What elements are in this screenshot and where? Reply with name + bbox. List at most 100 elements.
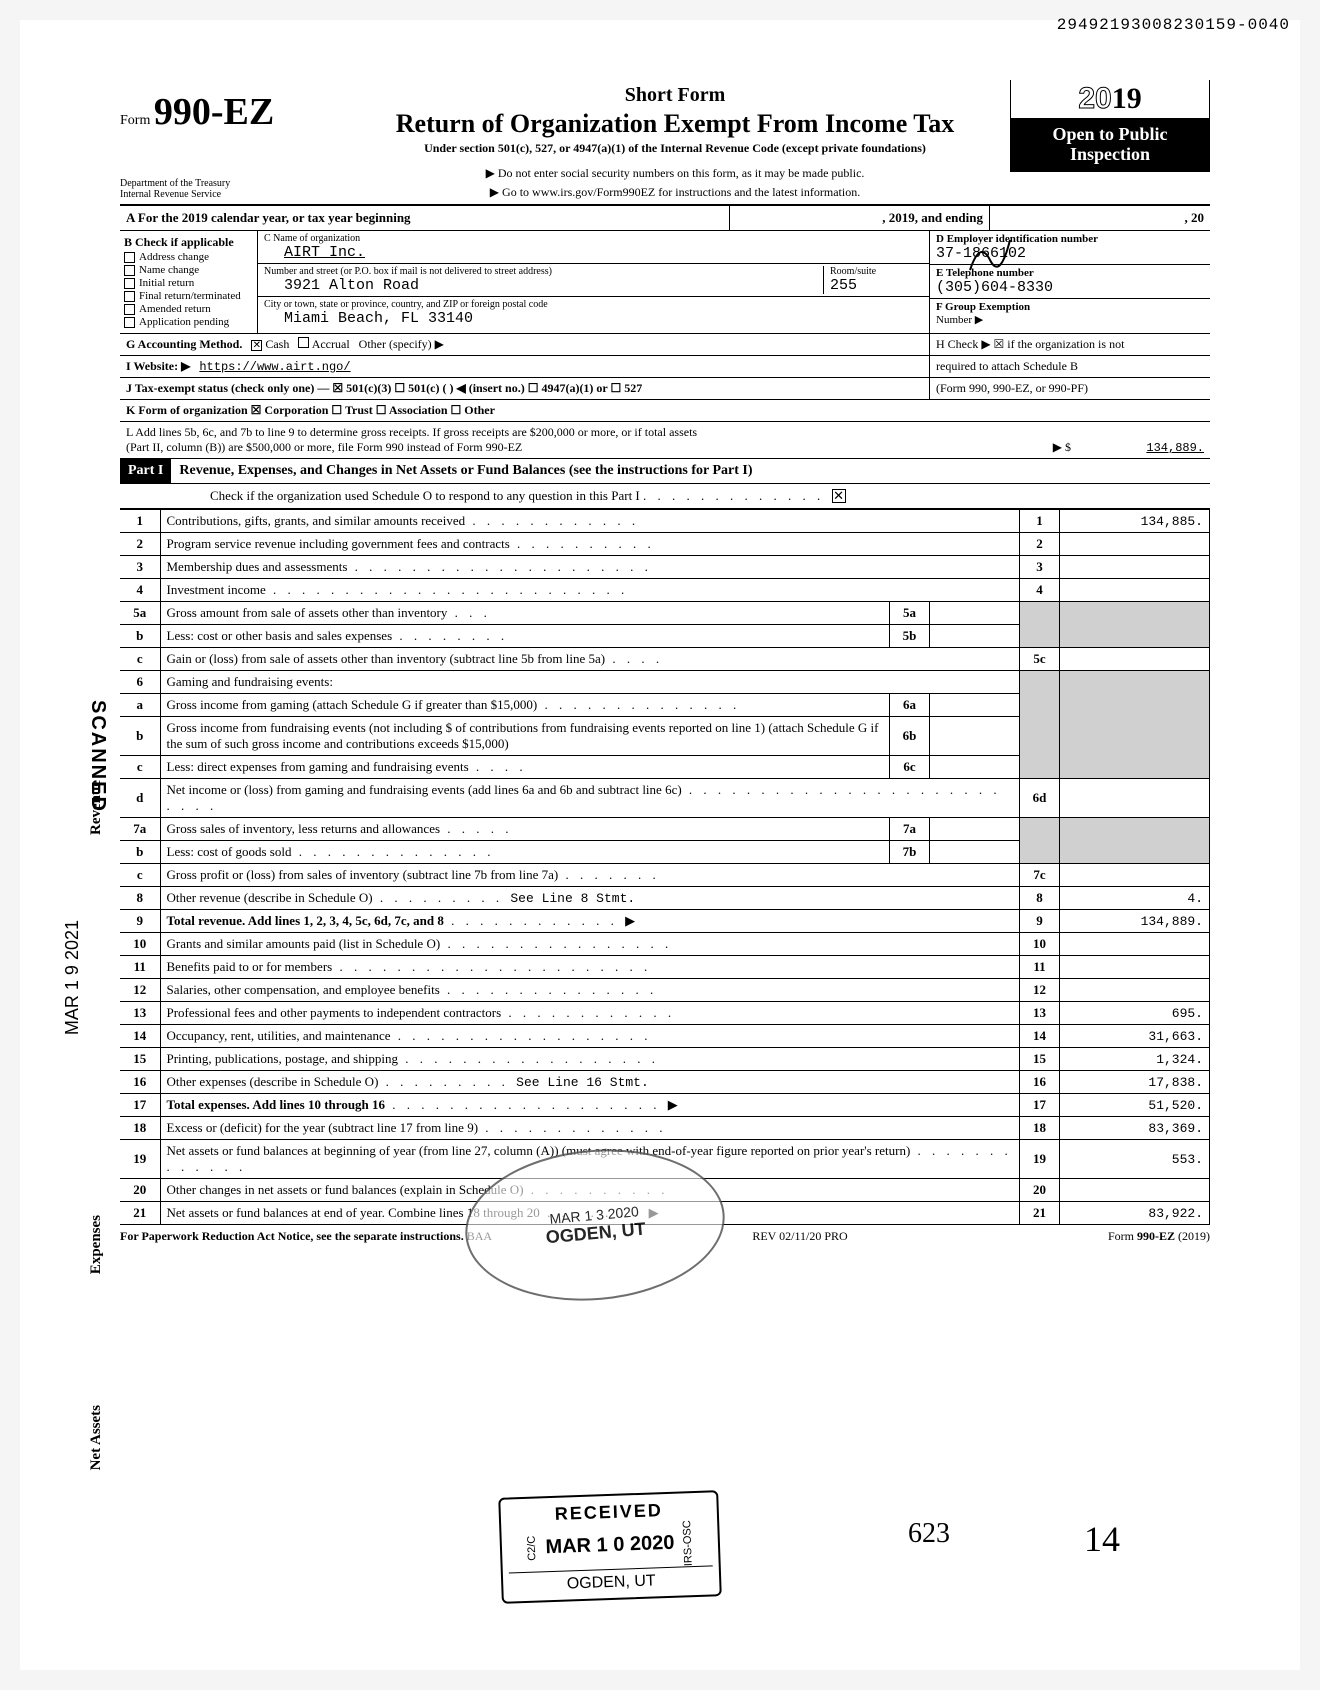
table-row: c Less: direct expenses from gaming and … — [120, 756, 1210, 779]
line-6b-sub: 6b — [890, 717, 930, 756]
line-5c-desc: Gain or (loss) from sale of assets other… — [167, 651, 606, 666]
line-6d-amt — [1060, 779, 1210, 818]
c-name-value: AIRT Inc. — [264, 244, 923, 261]
table-row: 18 Excess or (deficit) for the year (sub… — [120, 1117, 1210, 1140]
form-number: 990-EZ — [154, 91, 274, 133]
h-line3: (Form 990, 990-EZ, or 990-PF) — [936, 381, 1088, 395]
table-row: a Gross income from gaming (attach Sched… — [120, 694, 1210, 717]
cb-cash[interactable]: ✕ — [251, 340, 262, 351]
table-row: b Less: cost of goods sold . . . . . . .… — [120, 841, 1210, 864]
line-16-amt: 17,838. — [1060, 1071, 1210, 1094]
row-j: J Tax-exempt status (check only one) — ☒… — [120, 378, 1210, 400]
line-3-desc: Membership dues and assessments — [167, 559, 348, 574]
table-row: 16 Other expenses (describe in Schedule … — [120, 1071, 1210, 1094]
table-row: c Gross profit or (loss) from sales of i… — [120, 864, 1210, 887]
handwrite-14: 14 — [1084, 1518, 1120, 1560]
line-13-amt: 695. — [1060, 1002, 1210, 1025]
line-17-amt: 51,520. — [1060, 1094, 1210, 1117]
cb-address-change[interactable] — [124, 252, 135, 263]
part1-check-label: Check if the organization used Schedule … — [210, 488, 640, 503]
table-row: 17 Total expenses. Add lines 10 through … — [120, 1094, 1210, 1117]
b-item-0: Address change — [139, 251, 209, 263]
c-city-label: City or town, state or province, country… — [264, 299, 923, 310]
line-6a-sub: 6a — [890, 694, 930, 717]
h-label: H Check ▶ ☒ if the organization is not — [936, 337, 1124, 351]
line-2-desc: Program service revenue including govern… — [167, 536, 510, 551]
row-a-label: A For the 2019 calendar year, or tax yea… — [126, 210, 411, 225]
table-row: 2 Program service revenue including gove… — [120, 533, 1210, 556]
table-row: 10 Grants and similar amounts paid (list… — [120, 933, 1210, 956]
side-expenses: Expenses — [88, 1215, 105, 1274]
cb-accrual[interactable] — [298, 337, 309, 348]
col-c: C Name of organization AIRT Inc. Number … — [258, 231, 930, 333]
table-row: 6 Gaming and fundraising events: — [120, 671, 1210, 694]
i-label: I Website: ▶ — [126, 359, 190, 373]
table-row: 9 Total revenue. Add lines 1, 2, 3, 4, 5… — [120, 910, 1210, 933]
line-6d-desc: Net income or (loss) from gaming and fun… — [167, 782, 682, 797]
short-form-label: Short Form — [350, 84, 1000, 107]
line-5b-sub: 5b — [890, 625, 930, 648]
cb-final-return[interactable] — [124, 291, 135, 302]
part1-row: Part I Revenue, Expenses, and Changes in… — [120, 458, 1210, 484]
cb-name-change[interactable] — [124, 265, 135, 276]
b-header: B Check if applicable — [124, 235, 253, 250]
footer-rev: REV 02/11/20 PRO — [752, 1229, 847, 1244]
goto-url: ▶ Go to www.irs.gov/Form990EZ for instru… — [350, 185, 1000, 200]
table-row: c Gain or (loss) from sale of assets oth… — [120, 648, 1210, 671]
line-10-desc: Grants and similar amounts paid (list in… — [167, 936, 441, 951]
g-accrual: Accrual — [312, 337, 350, 351]
initials-mark — [960, 230, 1020, 280]
line-15-desc: Printing, publications, postage, and shi… — [167, 1051, 398, 1066]
line-8-amt: 4. — [1060, 887, 1210, 910]
stamp-side-left: C2/C — [525, 1536, 538, 1561]
table-row: 13 Professional fees and other payments … — [120, 1002, 1210, 1025]
line-12-desc: Salaries, other compensation, and employ… — [167, 982, 440, 997]
line-19-amt: 553. — [1060, 1140, 1210, 1179]
part1-checkbox[interactable]: ✕ — [832, 489, 846, 503]
line-16-note: See Line 16 Stmt. — [516, 1075, 649, 1090]
line-7c-desc: Gross profit or (loss) from sales of inv… — [167, 867, 559, 882]
table-row: 1 Contributions, gifts, grants, and simi… — [120, 510, 1210, 533]
table-row: 14 Occupancy, rent, utilities, and maint… — [120, 1025, 1210, 1048]
e-value: (305)604-8330 — [936, 279, 1204, 296]
table-row: 3 Membership dues and assessments . . . … — [120, 556, 1210, 579]
line-10-amt — [1060, 933, 1210, 956]
dept-label: Department of the Treasury — [120, 178, 330, 189]
line-3-amt — [1060, 556, 1210, 579]
b-item-4: Amended return — [139, 303, 211, 315]
g-label: G Accounting Method. — [126, 337, 242, 351]
form-page: 29492193008230159-0040 Form 990-EZ Depar… — [20, 20, 1300, 1670]
part1-tag: Part I — [120, 459, 171, 483]
under-section: Under section 501(c), 527, or 4947(a)(1)… — [350, 141, 1000, 156]
cb-initial-return[interactable] — [124, 278, 135, 289]
open-public-2: Inspection — [1015, 145, 1205, 165]
table-row: 5a Gross amount from sale of assets othe… — [120, 602, 1210, 625]
do-not-enter: ▶ Do not enter social security numbers o… — [350, 166, 1000, 181]
line-15-amt: 1,324. — [1060, 1048, 1210, 1071]
stamp-received: RECEIVED C2/C MAR 1 0 2020 IRS-OSC OGDEN… — [498, 1490, 722, 1603]
line-4-desc: Investment income — [167, 582, 266, 597]
line-5c-amt — [1060, 648, 1210, 671]
c-name-label: C Name of organization — [264, 233, 923, 244]
j-label: J Tax-exempt status (check only one) — ☒… — [126, 381, 642, 395]
line-14-desc: Occupancy, rent, utilities, and maintena… — [167, 1028, 391, 1043]
form-header: Form 990-EZ Department of the Treasury I… — [120, 80, 1210, 206]
row-a-mid: , 2019, and ending — [882, 210, 983, 225]
header-right: 20201919 Open to Public Inspection — [1010, 80, 1210, 172]
i-value: https://www.airt.ngo/ — [199, 360, 350, 374]
return-title: Return of Organization Exempt From Incom… — [350, 109, 1000, 139]
line-9-desc: Total revenue. Add lines 1, 2, 3, 4, 5c,… — [167, 913, 444, 928]
table-row: b Gross income from fundraising events (… — [120, 717, 1210, 756]
cb-amended[interactable] — [124, 304, 135, 315]
irs-label: Internal Revenue Service — [120, 189, 330, 200]
part1-check-row: Check if the organization used Schedule … — [120, 484, 1210, 509]
line-8-note: See Line 8 Stmt. — [510, 891, 635, 906]
c-room-value: 255 — [830, 277, 923, 294]
table-row: d Net income or (loss) from gaming and f… — [120, 779, 1210, 818]
line-11-amt — [1060, 956, 1210, 979]
g-other: Other (specify) ▶ — [359, 337, 444, 351]
cb-app-pending[interactable] — [124, 317, 135, 328]
line-2-amt — [1060, 533, 1210, 556]
line-8-desc: Other revenue (describe in Schedule O) — [167, 890, 373, 905]
c-city-value: Miami Beach, FL 33140 — [264, 310, 923, 327]
